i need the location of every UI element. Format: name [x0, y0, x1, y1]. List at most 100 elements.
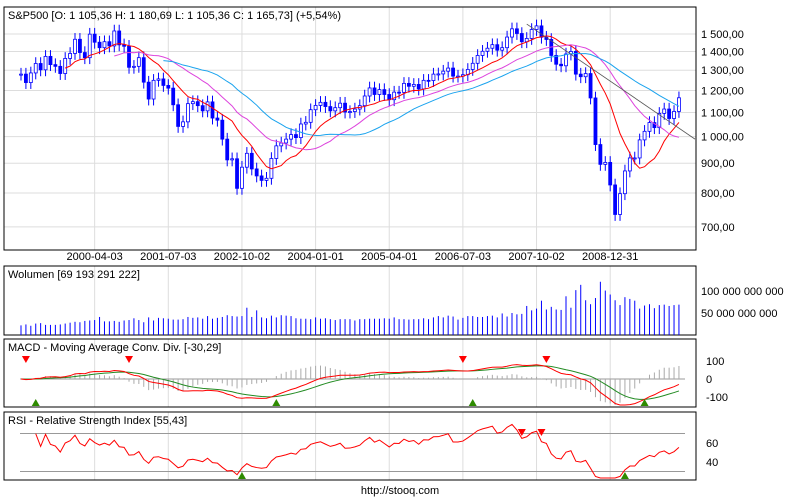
candle-down [38, 63, 43, 71]
ma-mid-line [114, 44, 680, 151]
candle-down [519, 33, 524, 43]
candle-down [171, 87, 176, 106]
volume-y-tick: 50 000 000 000 [701, 308, 777, 320]
candle-up [333, 107, 338, 112]
candle-down [235, 158, 239, 189]
candle-up [190, 101, 195, 105]
candle-down [372, 87, 377, 95]
candle-up [470, 62, 475, 70]
candle-up [244, 152, 249, 168]
candle-up [402, 82, 406, 93]
volume-title: Wolumen [69 193 291 222] [8, 269, 140, 281]
candle-up [352, 108, 357, 112]
candle-down [451, 67, 455, 77]
rsi-panel-frame [3, 411, 697, 481]
candle-down [588, 73, 593, 99]
price-panel: S&P500 [O: 1 105,36 H: 1 180,69 L: 1 105… [3, 6, 697, 251]
candle-up [112, 30, 117, 47]
candle-down [107, 41, 112, 47]
buy-signal-marker [620, 472, 629, 479]
candle-up [298, 123, 303, 138]
candle-up [632, 157, 637, 160]
candle-up [284, 138, 289, 144]
candle-up [240, 166, 244, 189]
candle-down [667, 108, 672, 119]
candle-up [529, 29, 534, 39]
candle-up [367, 87, 372, 97]
y-tick-label: 800,00 [701, 188, 735, 200]
ma-fast-line [64, 35, 680, 170]
candle-up [318, 101, 323, 106]
candle-up [647, 122, 652, 132]
candle-up [68, 53, 72, 59]
macd-panel-frame [3, 338, 697, 408]
x-tick-label: 2005-04-01 [361, 251, 417, 263]
candle-down [48, 55, 53, 66]
volume-panel: Wolumen [69 193 291 222] 100 000 000 000… [3, 265, 784, 336]
candle-up [289, 134, 293, 140]
candle-up [677, 97, 681, 112]
candle-down [127, 45, 131, 68]
candle-down [539, 25, 544, 38]
candle-up [490, 44, 495, 49]
candle-up [583, 73, 588, 78]
candle-up [485, 47, 490, 52]
candle-down [382, 89, 387, 95]
macd-title: MACD - Moving Average Conv. Div. [-30,29… [8, 342, 221, 354]
candle-down [161, 78, 166, 86]
candle-down [249, 152, 254, 170]
candle-up [230, 158, 235, 161]
candle-down [176, 104, 181, 127]
candle-down [343, 102, 347, 113]
candle-down [117, 30, 122, 46]
x-tick-label: 2001-07-03 [140, 251, 196, 263]
candle-up [441, 70, 446, 75]
y-tick-label: 900,00 [701, 158, 735, 170]
sell-signal-marker [458, 356, 467, 363]
candle-up [637, 139, 642, 159]
rsi-line [35, 423, 680, 479]
candle-down [495, 44, 500, 51]
candle-down [53, 64, 58, 67]
macd-panel: MACD - Moving Average Conv. Div. [-30,29… [3, 338, 728, 408]
sell-signal-marker [537, 429, 546, 436]
candle-down [328, 106, 333, 112]
rsi-y-tick: 60 [706, 438, 718, 450]
x-tick-label: 2006-07-03 [435, 251, 491, 263]
candle-down [220, 119, 225, 140]
candle-down [578, 73, 583, 78]
candle-up [431, 73, 436, 81]
candle-down [92, 33, 97, 43]
candle-up [657, 112, 662, 129]
candle-up [627, 157, 632, 172]
y-tick-label: 1 000,00 [701, 132, 744, 144]
macd-y-tick: 0 [706, 374, 712, 386]
trend-line [526, 23, 696, 140]
y-tick-label: 1 500,00 [701, 29, 744, 41]
candle-down [195, 101, 200, 107]
x-tick-label: 2000-04-03 [67, 251, 123, 263]
candle-up [436, 73, 441, 76]
buy-signal-marker [31, 399, 40, 406]
source-link[interactable]: http://stooq.com [360, 485, 440, 497]
macd-signal-line [20, 365, 680, 400]
candle-up [132, 65, 136, 68]
candle-up [205, 101, 210, 112]
candle-up [19, 73, 23, 76]
candle-up [73, 38, 77, 54]
candle-up [510, 28, 514, 38]
buy-signal-marker [272, 399, 281, 406]
y-tick-label: 1 100,00 [701, 107, 744, 119]
macd-y-tick: -100 [706, 392, 728, 404]
candle-up [264, 177, 269, 181]
candle-up [603, 161, 608, 165]
candle-up [500, 47, 505, 51]
candle-down [78, 38, 82, 53]
candle-up [279, 142, 284, 147]
candle-up [186, 103, 190, 123]
rsi-y-tick: 40 [706, 457, 718, 469]
sell-signal-marker [21, 356, 30, 363]
y-tick-label: 700,00 [701, 222, 735, 234]
candle-up [43, 55, 48, 71]
